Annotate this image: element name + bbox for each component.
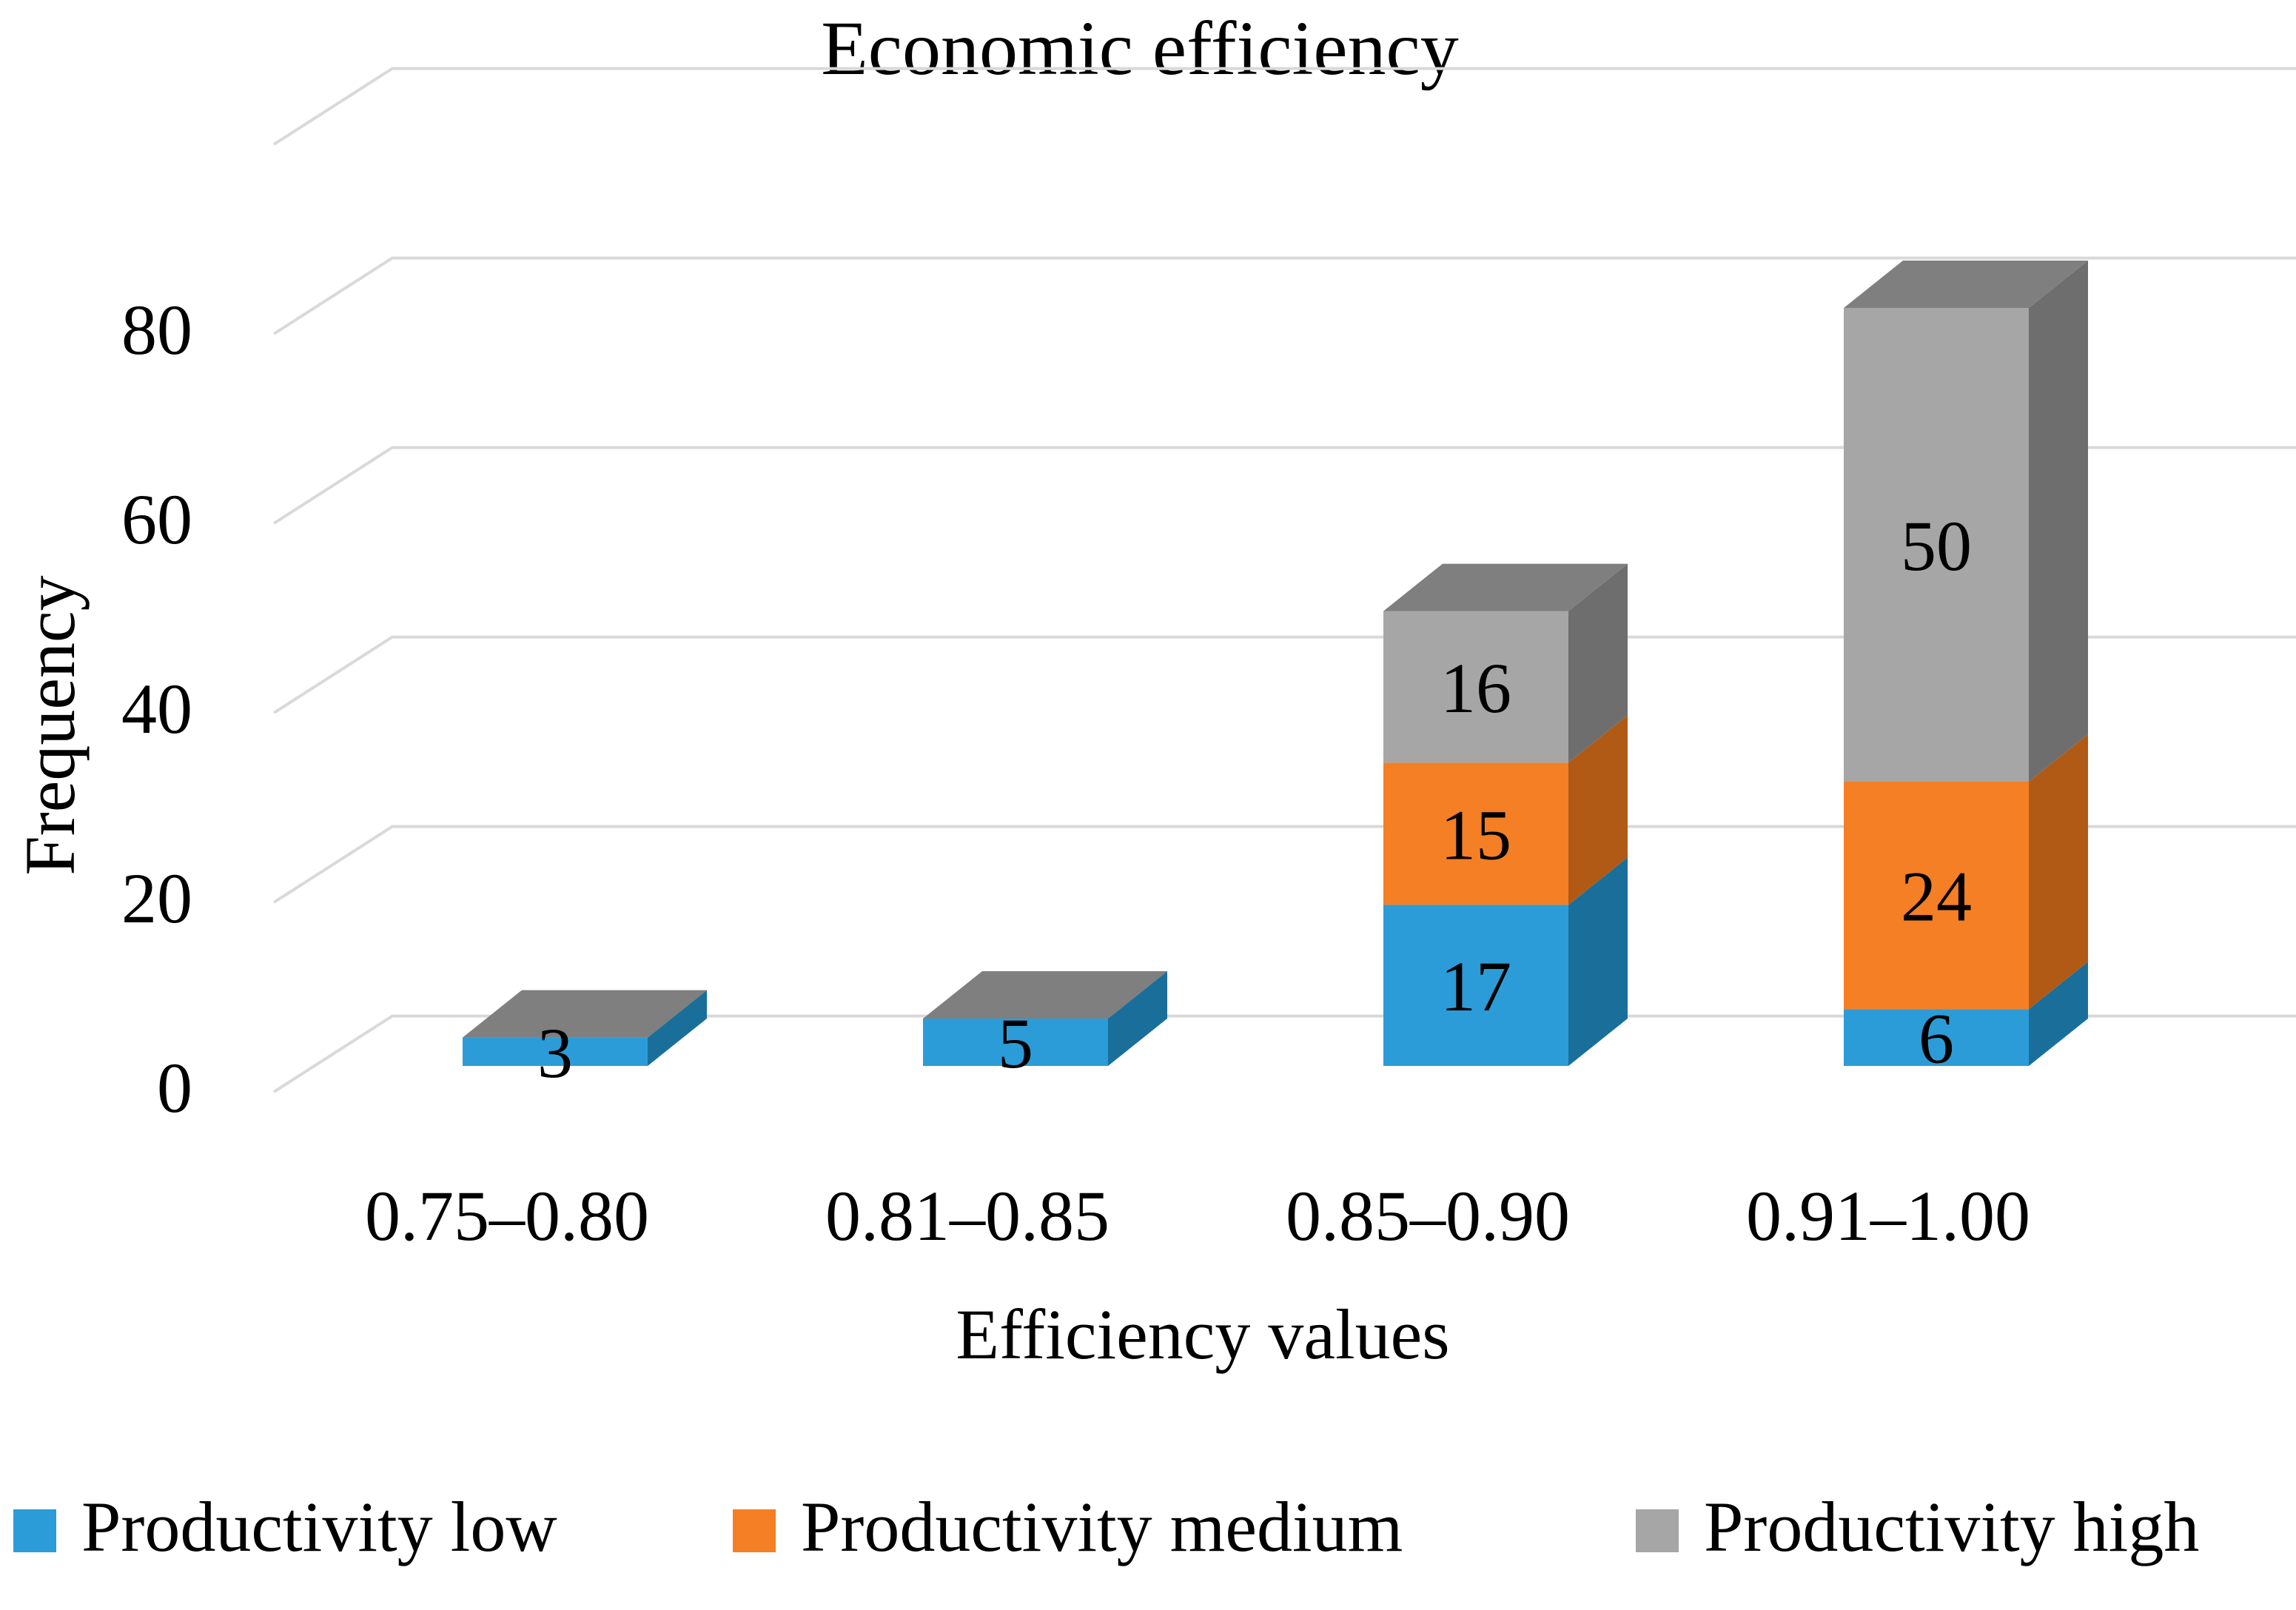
y-axis-ticks: 0 20 40 60 80 xyxy=(121,290,192,1127)
y-tick-label: 40 xyxy=(121,669,192,748)
data-label: 50 xyxy=(1901,506,1972,586)
legend: Productivity low Productivity medium Produ… xyxy=(13,1487,2199,1566)
legend-label: Productivity high xyxy=(1704,1487,2199,1566)
legend-item-productivity-low: Productivity low xyxy=(13,1487,557,1566)
gridline xyxy=(272,256,2296,335)
bar-segment-productivity-medium xyxy=(1844,782,2029,1010)
data-label: 5 xyxy=(998,1004,1033,1083)
x-tick-label: 0.85–0.90 xyxy=(1286,1176,1570,1255)
gridline xyxy=(272,446,2296,525)
bar-side-productivity-high xyxy=(1568,563,1628,763)
bar-segment-productivity-low xyxy=(1383,905,1568,1066)
gridline xyxy=(272,825,2296,904)
bar-side-productivity-low xyxy=(2029,962,2088,1066)
bar-side-productivity-medium xyxy=(2029,734,2088,1010)
bar-segment-productivity-low xyxy=(1844,1009,2029,1066)
data-label: 16 xyxy=(1440,648,1511,728)
data-label: 17 xyxy=(1440,947,1511,1026)
data-label: 3 xyxy=(537,1013,573,1093)
y-tick-label: 20 xyxy=(121,859,192,938)
data-label: 24 xyxy=(1901,857,1972,936)
bar-side-productivity-low xyxy=(1568,857,1628,1066)
gridline xyxy=(272,1014,2296,1093)
y-tick-label: 0 xyxy=(157,1048,192,1127)
y-axis-label: Frequency xyxy=(10,575,90,875)
chart-title: Economic efficiency xyxy=(821,6,1458,91)
legend-label: Productivity medium xyxy=(801,1487,1403,1566)
legend-swatch xyxy=(13,1509,56,1552)
x-axis-label: Efficiency values xyxy=(956,1295,1449,1374)
data-label: 6 xyxy=(1919,999,1954,1079)
x-tick-label: 0.91–1.00 xyxy=(1746,1176,2030,1255)
data-label: 15 xyxy=(1440,795,1511,874)
bar-side-productivity-low xyxy=(1108,971,1167,1066)
bar-top-face xyxy=(1844,261,2088,308)
bar-side-productivity-medium xyxy=(1568,715,1628,905)
x-axis-ticks: 0.75–0.80 0.81–0.85 0.85–0.90 0.91–1.00 xyxy=(365,1176,2030,1255)
bars xyxy=(463,261,2088,1066)
legend-swatch xyxy=(1636,1509,1679,1552)
data-labels: 3 5 17 15 16 6 24 50 xyxy=(537,506,1972,1093)
x-tick-label: 0.75–0.80 xyxy=(365,1176,649,1255)
bar-segment-productivity-high xyxy=(1383,611,1568,763)
legend-item-productivity-medium: Productivity medium xyxy=(733,1487,1403,1566)
bar-side-productivity-low xyxy=(648,990,707,1066)
x-tick-label: 0.81–0.85 xyxy=(825,1176,1110,1255)
gridline xyxy=(272,67,2296,146)
legend-swatch xyxy=(733,1509,776,1552)
gridline xyxy=(272,635,2296,714)
y-tick-label: 60 xyxy=(121,480,192,559)
legend-item-productivity-high: Productivity high xyxy=(1636,1487,2199,1566)
bar-segment-productivity-medium xyxy=(1383,762,1568,905)
bar-top-face xyxy=(463,990,707,1038)
bar-top-face xyxy=(923,971,1167,1019)
gridlines xyxy=(272,67,2296,1093)
bar-side-productivity-high xyxy=(2029,261,2088,782)
y-tick-label: 80 xyxy=(121,290,192,369)
bar-top-face xyxy=(1383,563,1628,611)
legend-label: Productivity low xyxy=(81,1487,557,1566)
bar-segment-productivity-low xyxy=(923,1019,1108,1066)
bar-segment-productivity-low xyxy=(463,1037,648,1066)
bar-segment-productivity-high xyxy=(1844,308,2029,782)
